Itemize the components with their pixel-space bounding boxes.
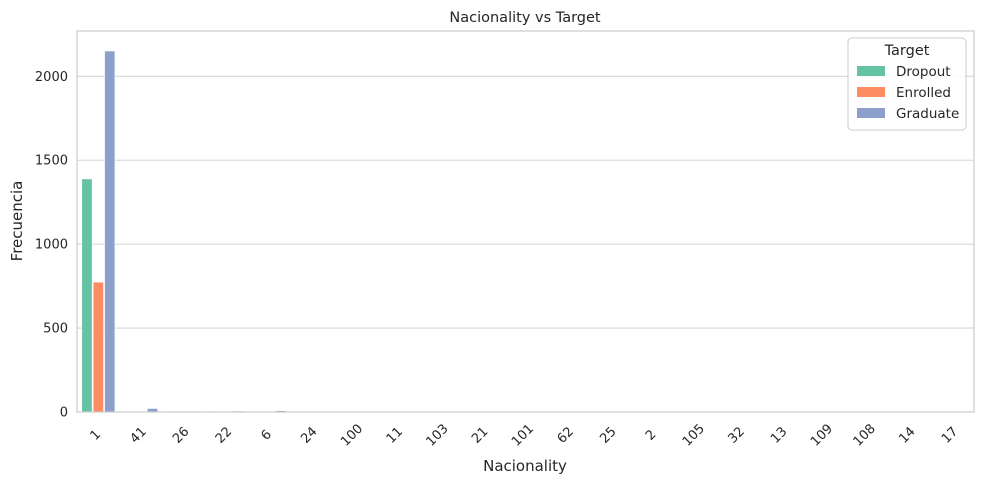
x-tick-label-103: 103 [424,421,452,449]
legend-box [847,37,967,131]
x-tick-label-41: 41 [127,424,149,446]
x-tick-label-24: 24 [298,424,320,446]
x-tick-label-6: 6 [259,427,275,443]
y-tick-label-2: 1000 [35,238,68,253]
x-axis-title: Nacionality [483,457,567,475]
x-tick-label-105: 105 [680,421,708,449]
bar-enrolled-1 [92,281,104,413]
x-tick-label-17: 17 [939,424,961,446]
x-tick-label-2: 2 [643,427,659,443]
legend-swatch-graduate [857,108,885,118]
x-tick-label-25: 25 [597,424,619,446]
chart-title: Nacionality vs Target [449,10,601,26]
legend-label-enrolled: Enrolled [896,85,951,101]
x-tick-labels: 1 41 26 22 6 24 100 11 103 21 101 62 25 2 105 32 13 109 10… [88,421,962,449]
y-tick-label-1: 500 [43,322,68,337]
plot-frame [76,30,975,413]
legend-label-graduate: Graduate [896,106,959,122]
bar-dropout-1 [81,178,93,413]
y-axis-title: Frecuencia [8,181,26,262]
x-tick-label-108: 108 [851,421,879,449]
x-tick-label-101: 101 [509,421,537,449]
x-tick-label-100: 100 [338,421,366,449]
x-tick-label-22: 22 [213,424,235,446]
legend-items: Dropout Enrolled Graduate [857,64,959,122]
x-tick-label-11: 11 [384,424,406,446]
legend-swatch-dropout [857,66,885,76]
legend: Target Dropout Enrolled Graduate [847,37,967,131]
y-tick-labels: 0 500 1000 1500 2000 [35,70,68,421]
x-tick-label-26: 26 [170,424,192,446]
bars [81,50,959,413]
x-tick-label-1: 1 [88,427,104,443]
x-tick-label-21: 21 [469,424,491,446]
y-tick-label-0: 0 [60,406,68,421]
legend-label-dropout: Dropout [896,64,951,80]
x-tick-label-32: 32 [725,424,747,446]
y-tick-label-4: 2000 [35,70,68,85]
x-tick-label-62: 62 [555,424,577,446]
legend-title: Target [884,43,930,59]
legend-swatch-enrolled [857,87,885,97]
bar-graduate-1 [104,50,116,413]
y-tick-label-3: 1500 [35,154,68,169]
x-tick-label-109: 109 [808,421,836,449]
x-tick-label-14: 14 [896,424,918,446]
x-tick-label-13: 13 [768,424,790,446]
grid-lines [77,75,974,413]
